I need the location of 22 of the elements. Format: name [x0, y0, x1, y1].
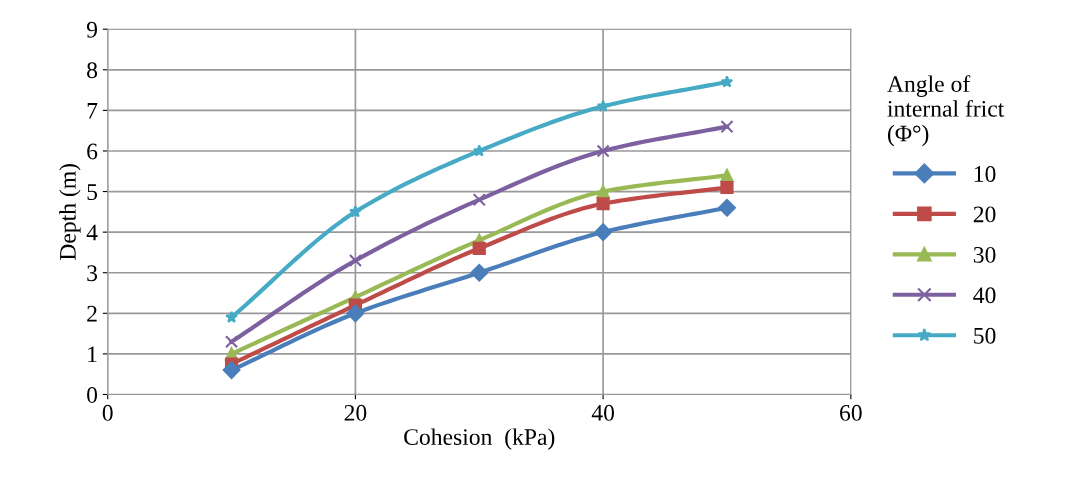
legend-label: 10 [974, 166, 996, 182]
y-tick-label: 0 [87, 386, 98, 403]
x-tick-label: 60 [840, 404, 862, 421]
legend-label: 50 [974, 327, 996, 344]
y-tick-label: 6 [87, 143, 98, 160]
y-tick-label: 1 [88, 346, 97, 363]
y-tick-label: 5 [87, 184, 98, 200]
y-tick-label: 4 [86, 224, 98, 241]
y-tick-label: 2 [87, 305, 97, 322]
legend-label: 30 [973, 246, 996, 263]
x-tick-label: 0 [102, 404, 113, 421]
y-tick-label: 8 [87, 62, 98, 79]
y-tick-label: 7 [87, 103, 98, 119]
y-axis-title: Depth (m) [59, 164, 81, 261]
legend-label: 20 [973, 206, 996, 223]
x-tick-label: 40 [591, 404, 615, 421]
legend-label: 40 [973, 287, 996, 304]
x-axis-title: Cohesion (kPa) [404, 428, 555, 450]
y-tick-label: 3 [87, 265, 98, 282]
y-tick-label: 9 [86, 21, 98, 38]
legend-title: Angle of internal frict (Φ°) [887, 75, 1005, 147]
x-tick-label: 20 [344, 404, 367, 421]
